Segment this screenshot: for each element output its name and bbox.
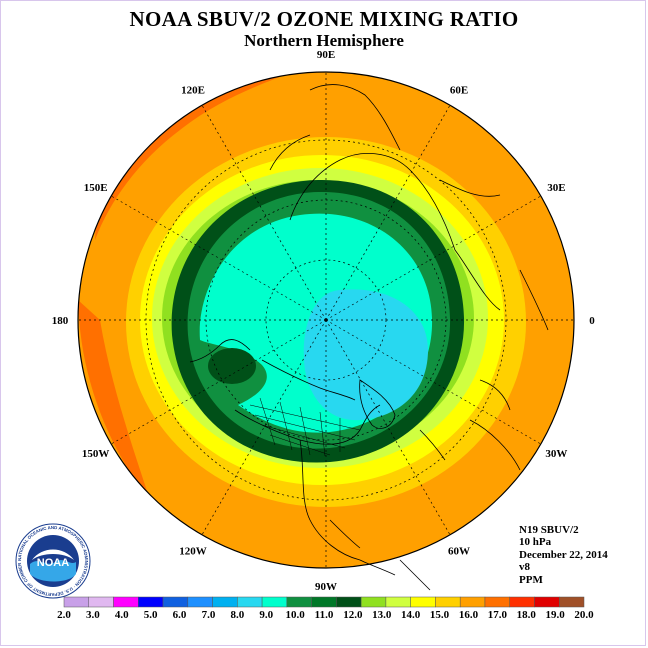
lon-label-60E: 60E xyxy=(450,85,468,97)
meridian-lines xyxy=(78,72,574,568)
lon-label-60W: 60W xyxy=(448,545,470,557)
lon-label-90E: 90E xyxy=(317,49,335,61)
pressure-label: 10 hPa xyxy=(519,536,552,549)
plot-info: N19 SBUV/2 10 hPa December 22, 2014 v8 P… xyxy=(519,524,608,586)
us-state-grid xyxy=(249,397,361,457)
map-border-circle xyxy=(77,71,575,569)
lon-label-30W: 30W xyxy=(545,448,567,460)
meridian-150W xyxy=(111,319,327,445)
meridian-120W xyxy=(201,319,327,535)
meridian-150E xyxy=(111,195,327,321)
lon-label-30E: 30E xyxy=(547,182,565,194)
units-label: PPM xyxy=(519,573,543,586)
date-label: December 22, 2014 xyxy=(519,548,608,561)
meridian-120E xyxy=(201,105,327,321)
band-8-9 xyxy=(303,289,428,421)
ozone-contour-bands xyxy=(78,72,574,568)
meridian-30E xyxy=(325,195,541,321)
coastlines xyxy=(189,84,549,591)
lon-label-120W: 120W xyxy=(179,545,207,557)
lon-label-90W: 90W xyxy=(315,581,337,593)
lon-label-180: 180 xyxy=(52,315,69,327)
band-11-12-pacific xyxy=(208,348,256,384)
map-title: NOAA SBUV/2 OZONE MIXING RATIO xyxy=(129,7,519,31)
lon-label-120E: 120E xyxy=(181,85,205,97)
longitude-labels: 90E 60E 30E 0 30W 60W 90W 120W 150W 180 150E 120E xyxy=(52,49,596,593)
lon-label-150W: 150W xyxy=(82,448,110,460)
version-label: v8 xyxy=(519,561,530,574)
lon-label-150E: 150E xyxy=(84,182,108,194)
meridian-60E xyxy=(325,105,451,321)
lon-label-0: 0 xyxy=(589,315,595,327)
noaa-logo: NOAA NATIONAL OCEANIC AND ATMOSPHERIC AD… xyxy=(14,522,91,599)
satellite-label: N19 SBUV/2 xyxy=(519,524,579,536)
meridian-30W xyxy=(325,319,541,445)
meridian-60W xyxy=(325,319,451,535)
band-17-18-w xyxy=(78,300,150,500)
noaa-logo-text: NOAA xyxy=(37,557,69,569)
map-subtitle: Northern Hemisphere xyxy=(244,31,404,50)
